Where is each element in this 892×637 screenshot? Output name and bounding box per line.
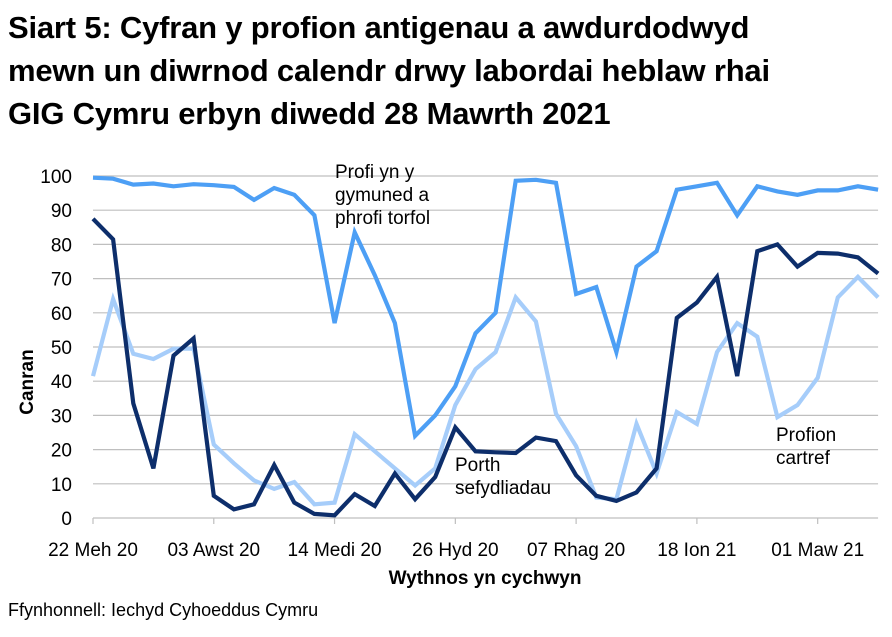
source-note: Ffynhonnell: Iechyd Cyhoeddus Cymru <box>8 600 319 620</box>
series-line-home <box>90 273 880 507</box>
annotation-2: Porth sefydliadau <box>455 455 551 499</box>
y-tick-label: 20 <box>51 441 72 462</box>
series-annotations: Profi yn y gymuned a phrofi torfol Porth sef… <box>335 162 836 499</box>
y-tick-label: 60 <box>51 304 72 325</box>
annotation-1: Profi yn y gymuned a phrofi torfol <box>335 162 430 229</box>
y-tick-label: 90 <box>51 201 72 222</box>
chart-title-line-1: Siart 5: Cyfran y profion antigenau a aw… <box>8 10 750 45</box>
x-tick-label: 03 Awst 20 <box>167 540 260 561</box>
y-tick-label: 10 <box>51 475 72 496</box>
series-line-institutional <box>91 217 880 518</box>
chart-title: Siart 5: Cyfran y profion antigenau a aw… <box>8 6 888 135</box>
y-tick-label: 30 <box>51 406 72 427</box>
line-chart: 0 10 20 30 40 50 60 70 80 90 100 22 Meh 20 03 Awst … <box>17 162 880 589</box>
x-tick-label: 22 Meh 20 <box>48 540 138 561</box>
x-axis-title: Wythnos yn cychwyn <box>389 568 582 589</box>
x-tick-label: 26 Hyd 20 <box>412 540 499 561</box>
series-line-community <box>92 175 879 441</box>
y-tick-label: 100 <box>40 167 72 188</box>
data-series <box>90 175 880 518</box>
y-tick-label: 80 <box>51 235 72 256</box>
x-axis: 22 Meh 20 03 Awst 20 14 Medi 20 26 Hyd 20 07… <box>48 518 864 561</box>
gridlines <box>93 175 879 519</box>
chart-title-line-2: mewn un diwrnod calendr drwy labordai he… <box>8 53 770 88</box>
x-tick-label: 01 Maw 21 <box>771 540 864 561</box>
x-tick-label: 07 Rhag 20 <box>527 540 625 561</box>
y-axis-ticks: 0 10 20 30 40 50 60 70 80 90 100 <box>40 167 72 530</box>
chart-title-line-3: GIG Cymru erbyn diwedd 28 Mawrth 2021 <box>8 96 611 131</box>
y-tick-label: 70 <box>51 270 72 291</box>
y-tick-label: 50 <box>51 338 72 359</box>
y-tick-label: 0 <box>61 509 72 530</box>
x-tick-label: 14 Medi 20 <box>288 540 382 561</box>
y-axis-title: Canran <box>17 349 38 414</box>
x-tick-label: 18 Ion 21 <box>657 540 736 561</box>
annotation-3: Profion cartref <box>776 425 836 469</box>
y-tick-label: 40 <box>51 372 72 393</box>
